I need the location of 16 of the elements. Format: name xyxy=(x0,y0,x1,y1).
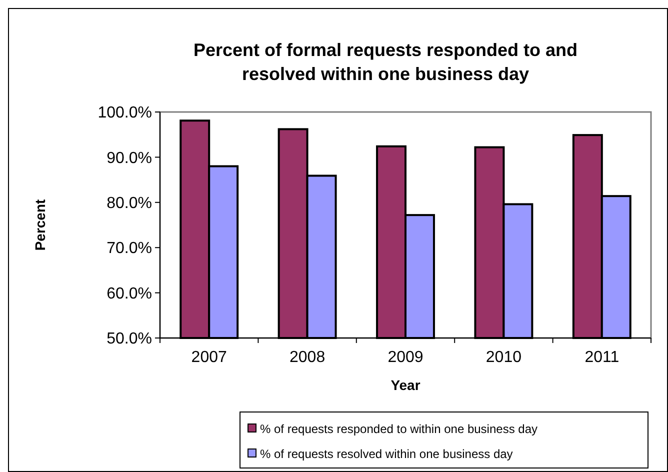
y-tick-label: 80.0% xyxy=(106,195,152,212)
legend-label: % of requests resolved within one business day xyxy=(260,447,513,462)
legend-label: % of requests responded to within one business day xyxy=(260,422,538,436)
x-tick-label: 2010 xyxy=(486,349,522,366)
x-tick-label: 2011 xyxy=(584,349,620,366)
x-tick-label: 2008 xyxy=(290,349,326,366)
y-axis-title: Percent xyxy=(32,198,48,251)
y-tick-label: 100.0% xyxy=(98,104,152,122)
y-tick-label: 90.0% xyxy=(106,150,152,167)
x-axis-title: Year xyxy=(390,377,421,393)
x-tick-label: 2009 xyxy=(388,349,424,366)
chart-title: Percent of formal requests responded to and resolved within one business day xyxy=(193,40,578,84)
y-tick-label: 60.0% xyxy=(106,285,152,302)
x-tick-label: 2007 xyxy=(191,349,227,366)
y-tick-label: 70.0% xyxy=(106,240,152,258)
y-tick-label: 50.0% xyxy=(106,330,152,348)
